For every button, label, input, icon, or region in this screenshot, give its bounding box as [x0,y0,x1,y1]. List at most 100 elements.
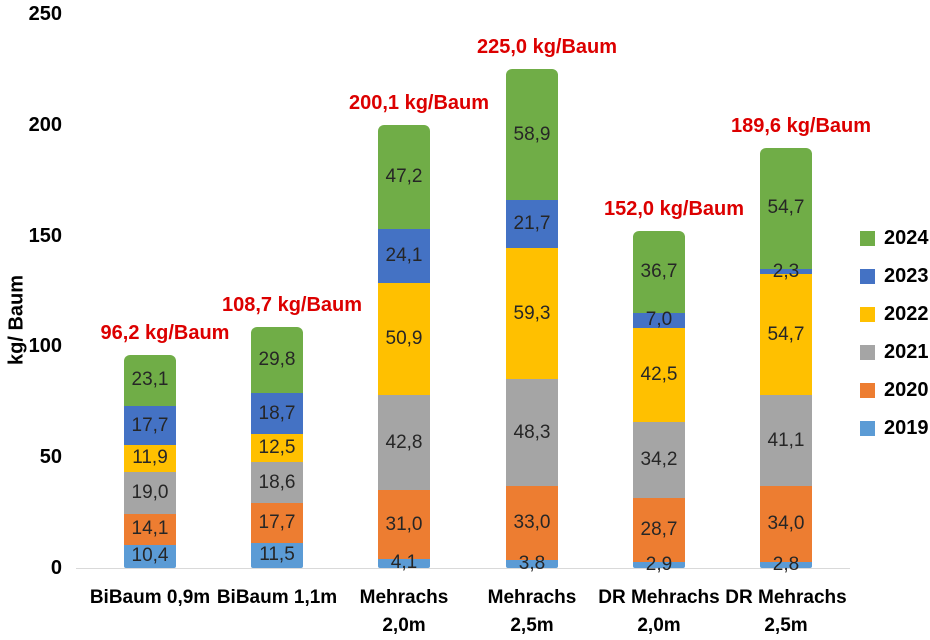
segment-value-label: 18,6 [258,471,296,493]
bar-segment-2023: 21,7 [506,199,558,249]
bar-segment-2019: 11,5 [251,542,303,568]
category-label: DR Mehrachs 2,5m [711,584,861,640]
legend-item-2023: 2023 [860,257,929,295]
category-label-line: Mehrachs [487,587,577,608]
category-label: BiBaum 0,9m [75,584,225,612]
segment-value-label: 2,3 [772,260,800,282]
category-label-line: BiBaum 0,9m [89,587,211,608]
bar-segment-2022: 59,3 [506,248,558,380]
segment-value-label: 3,8 [518,552,546,574]
segment-value-label: 10,4 [131,545,169,567]
bar-segment-2020: 14,1 [124,513,176,545]
y-tick-label: 0 [50,557,62,579]
category-label: BiBaum 1,1m [202,584,352,612]
bar-segment-2021: 19,0 [124,471,176,514]
legend-swatch-icon [860,306,875,322]
segment-value-label: 7,0 [645,309,673,331]
bar-segment-2023: 18,7 [251,392,303,435]
bar-segment-2019: 2,8 [760,554,812,575]
bar-segment-2021: 42,8 [378,395,430,491]
total-label: 108,7 kg/Baum [221,293,363,316]
legend-label: 2021 [884,340,929,363]
segment-value-label: 24,1 [385,244,423,266]
bar-segment-2024: 58,9 [506,69,558,200]
bar-segment-2022: 12,5 [251,434,303,463]
segment-value-label: 34,2 [640,449,678,471]
bar-segment-2022: 50,9 [378,282,430,396]
x-axis-line [76,568,850,569]
legend-label: 2024 [884,226,929,249]
category-label: DR Mehrachs 2,0m [584,584,734,640]
segment-value-label: 54,7 [767,197,805,219]
segment-value-label: 21,7 [513,212,551,234]
segment-value-label: 31,0 [385,513,423,535]
segment-value-label: 18,7 [258,402,296,424]
bar-segment-2024: 29,8 [251,326,303,393]
segment-value-label: 17,7 [258,511,296,533]
bar-6: 2,8 34,0 41,1 54,7 2,3 54,7 [760,147,812,575]
total-label: 200,1 kg/Baum [348,91,490,114]
y-tick-label: 250 [28,3,62,25]
segment-value-label: 48,3 [513,421,551,443]
segment-value-label: 42,5 [640,364,678,386]
bar-1: 10,4 14,1 19,0 11,9 17,7 23,1 [124,354,176,568]
bar-4: 3,8 33,0 48,3 59,3 21,7 58,9 [506,69,558,574]
bar-segment-2021: 48,3 [506,379,558,487]
category-label-line: Mehrachs [359,587,449,608]
y-tick-label: 150 [28,224,62,247]
bar-segment-2024: 54,7 [760,147,812,270]
segment-value-label: 14,1 [131,518,169,540]
legend-item-2024: 2024 [860,219,929,257]
segment-value-label: 4,1 [390,552,418,574]
bar-segment-2020: 33,0 [506,486,558,560]
legend-label: 2023 [884,264,929,287]
bar-segment-2021: 34,2 [633,422,685,498]
segment-value-label: 34,0 [767,513,805,535]
bar-segment-2024: 47,2 [378,124,430,230]
segment-value-label: 19,0 [131,481,169,503]
category-label-line: BiBaum 1,1m [216,587,338,608]
legend-item-2021: 2021 [860,333,929,371]
category-label: Mehrachs 2,0m [329,584,479,640]
segment-value-label: 17,7 [131,414,169,436]
bar-segment-2024: 36,7 [633,231,685,313]
segment-value-label: 59,3 [513,302,551,324]
legend-swatch-icon [860,344,875,360]
legend-label: 2019 [884,416,929,439]
bar-segment-2023: 17,7 [124,406,176,446]
bar-segment-2019: 3,8 [506,553,558,574]
segment-value-label: 11,5 [259,544,295,566]
segment-value-label: 54,7 [767,323,805,345]
bar-segment-2023: 2,3 [760,261,812,282]
bar-segment-2023: 7,0 [633,309,685,330]
segment-value-label: 42,8 [385,431,423,453]
bar-segment-2019: 2,9 [633,554,685,575]
bar-2: 11,5 17,7 18,6 12,5 18,7 29,8 [251,326,303,568]
category-label-line: DR Mehrachs [725,587,847,608]
total-label: 225,0 kg/Baum [476,36,618,59]
segment-value-label: 47,2 [385,165,423,187]
legend-label: 2020 [884,378,929,401]
bar-segment-2022: 11,9 [124,445,176,472]
bar-segment-2023: 24,1 [378,229,430,283]
bar-segment-2024: 23,1 [124,354,176,407]
y-tick-label: 100 [28,335,62,358]
bar-segment-2020: 34,0 [760,486,812,562]
segment-value-label: 12,5 [258,437,296,459]
segment-value-label: 36,7 [640,260,678,282]
legend-swatch-icon [860,420,875,436]
bar-segment-2021: 18,6 [251,462,303,504]
legend-item-2022: 2022 [860,295,929,333]
category-label-line: 2,5m [510,615,554,636]
legend: 2024 2023 2022 2021 2020 2019 [860,219,929,447]
bar-segment-2020: 17,7 [251,503,303,543]
bar-segment-2021: 41,1 [760,395,812,487]
y-axis-title: kg/ Baum [5,274,28,366]
segment-value-label: 50,9 [385,327,423,349]
total-label: 96,2 kg/Baum [100,321,230,344]
legend-item-2020: 2020 [860,371,929,409]
legend-swatch-icon [860,382,875,398]
segment-value-label: 41,1 [767,429,805,451]
category-label-line: 2,5m [764,615,808,636]
